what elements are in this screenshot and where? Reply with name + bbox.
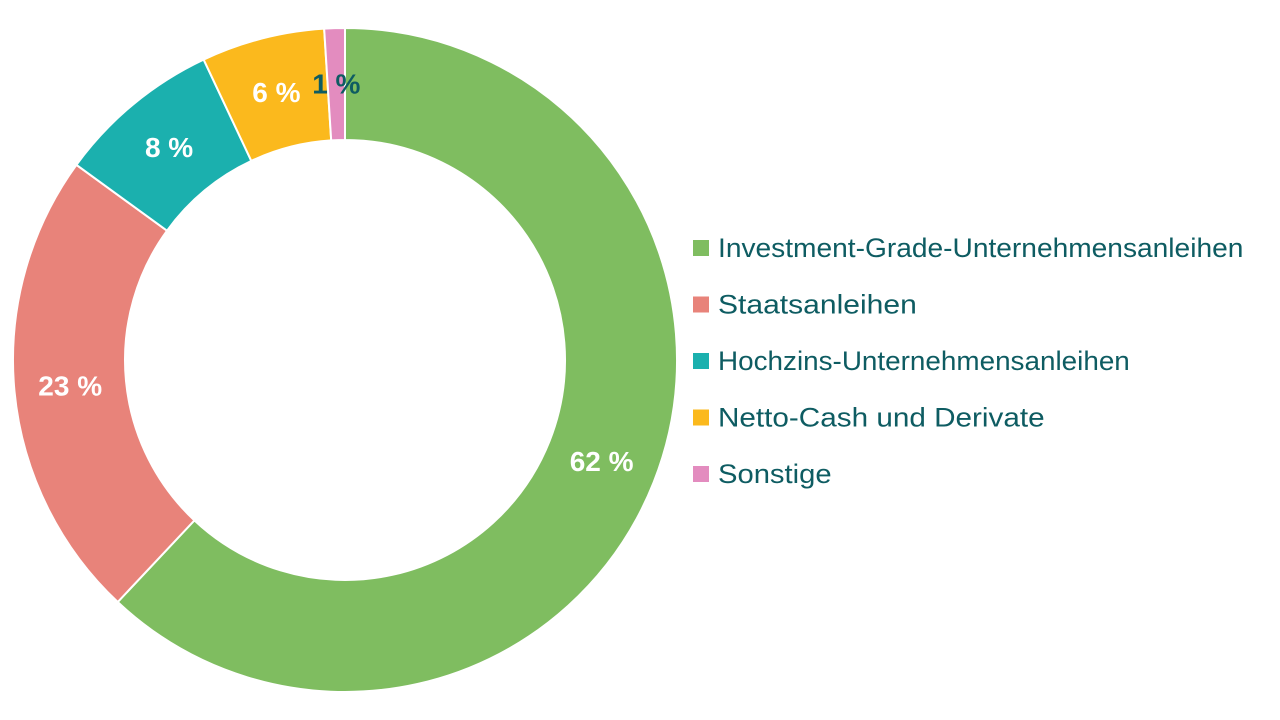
legend-swatch (693, 296, 709, 313)
donut-slices (12, 26, 678, 693)
legend-label: Investment-Grade-Unternehmensanleihen (718, 233, 1243, 263)
slice-sonstige (323, 26, 346, 142)
legend-swatch (693, 466, 709, 482)
data-label-staatsanleihen: 23 % (38, 370, 102, 401)
legend-swatch (693, 240, 709, 256)
data-label-hochzins-unternehmensanleihen: 8 % (145, 132, 193, 163)
legend-label: Hochzins-Unternehmensanleihen (718, 346, 1130, 376)
slice-staatsanleihen (12, 163, 196, 604)
legend-item-hochzins-unternehmensanleihen: Hochzins-Unternehmensanleihen (693, 346, 1130, 376)
legend-item-staatsanleihen: Staatsanleihen (693, 290, 917, 320)
legend-label: Sonstige (718, 459, 832, 489)
legend-label: Netto-Cash und Derivate (718, 403, 1045, 433)
legend-label: Staatsanleihen (718, 290, 917, 320)
data-label-netto-cash-und-derivate: 6 % (252, 77, 300, 108)
legend-swatch (693, 409, 709, 426)
legend-item-sonstige: Sonstige (693, 459, 832, 489)
slice-labels: 62 % 23 % 8 % 6 % 1 % (38, 69, 633, 477)
legend: Investment-Grade-Unternehmensanleihen Sta… (693, 233, 1243, 489)
data-label-investment-grade-unternehmensanleihen: 62 % (570, 446, 634, 477)
legend-item-investment-grade-unternehmensanleihen: Investment-Grade-Unternehmensanleihen (693, 233, 1243, 263)
slice-investment-grade-unternehmensanleihen (116, 26, 678, 693)
data-label-sonstige: 1 % (312, 69, 360, 100)
legend-item-netto-cash-und-derivate: Netto-Cash und Derivate (693, 403, 1045, 433)
legend-swatch (693, 353, 709, 369)
